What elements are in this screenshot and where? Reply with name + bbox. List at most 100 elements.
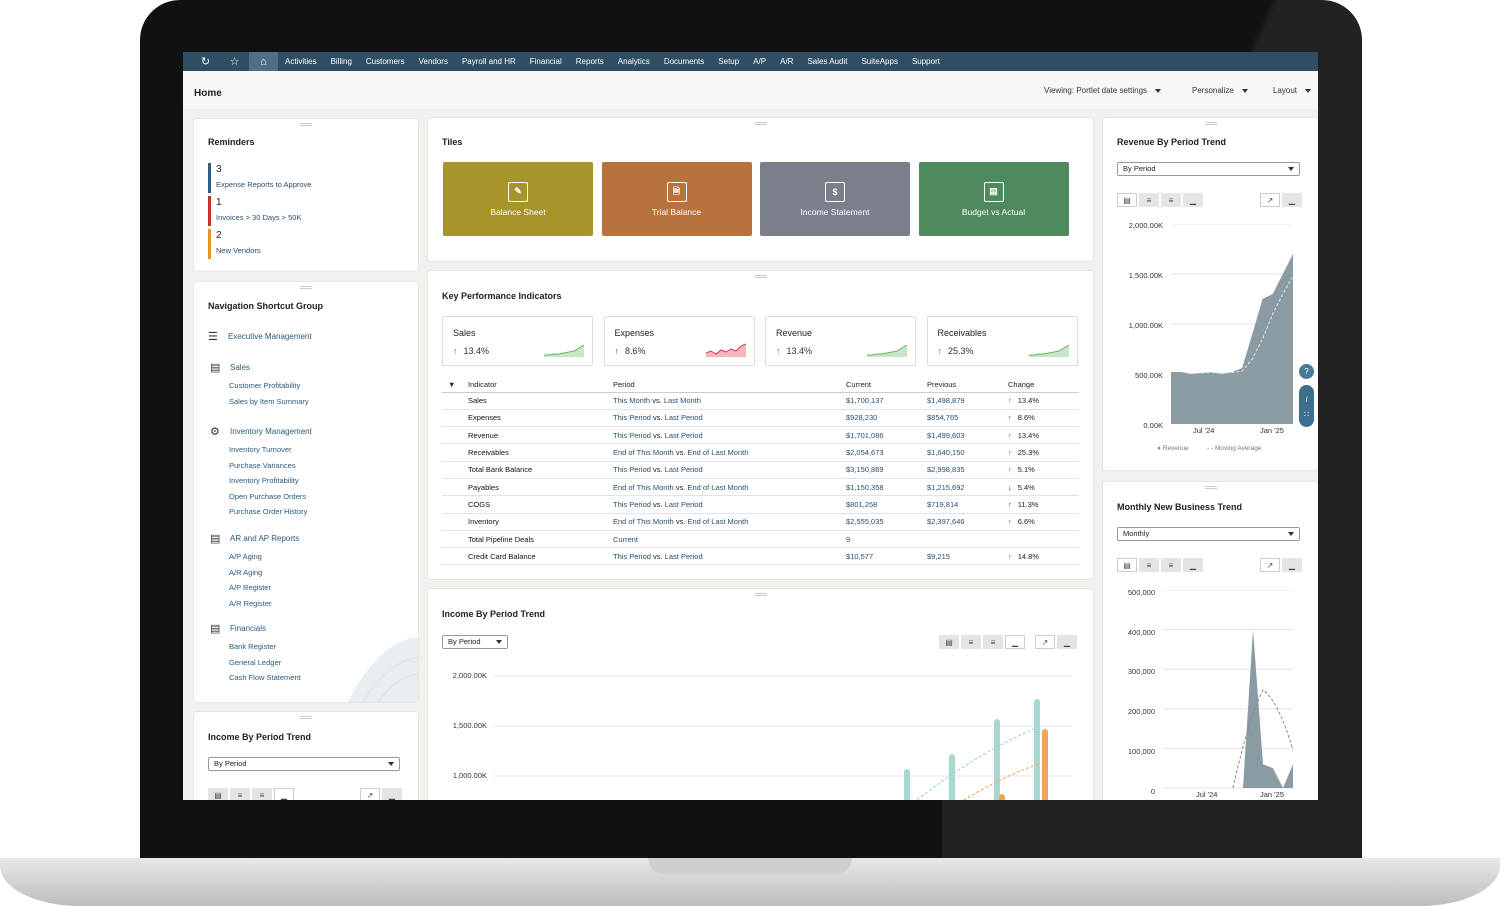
star-icon[interactable]: ☆ [229,56,240,68]
previous-value[interactable]: $2,998,835 [927,461,1008,479]
collapse-icon[interactable]: ▼ [442,377,468,393]
shortcut-link[interactable]: A/P Register [229,583,271,592]
trend-icon[interactable]: ↗ [1260,193,1280,207]
period-link[interactable]: End of Last Month [687,482,749,492]
kpi-row[interactable]: Expenses This Period vs. Last Period $928,… [442,409,1079,428]
period-link[interactable]: Last Period [664,430,703,440]
income-bar[interactable] [1042,729,1048,800]
nav-item[interactable]: A/P [753,57,767,66]
kpi-row[interactable]: Total Bank Balance This Period vs. Last P… [442,461,1079,479]
nav-item[interactable]: Vendors [418,57,448,66]
shortcut-section[interactable]: ▤ AR and AP Reports [210,532,299,545]
kpi-row[interactable]: Revenue This Period vs. Last Period $1,701… [442,426,1079,445]
nav-item[interactable]: Billing [330,57,352,66]
income-bar[interactable] [904,769,910,800]
period-select[interactable]: By Period [442,635,508,649]
income-bar[interactable] [1034,699,1040,800]
reminder-link[interactable]: Invoices > 30 Days > 50K [216,213,302,222]
previous-value[interactable]: $1,498,879 [927,392,1008,410]
current-value[interactable]: $801,258 [846,495,927,514]
column-icon[interactable]: ▁ [382,788,402,800]
kpi-box[interactable]: Expenses ↑ 8.6% [603,316,755,366]
shortcut-link[interactable]: Cash Flow Statement [229,673,301,682]
personalize-dropdown[interactable]: Personalize [1192,86,1248,95]
period-select[interactable]: Monthly [1117,527,1300,541]
current-value[interactable]: $2,555,035 [846,513,927,531]
period-link[interactable]: Last Period [664,551,703,561]
reminder-link[interactable]: Expense Reports to Approve [216,180,312,189]
tile-balance-sheet[interactable]: ✎ Balance Sheet [443,162,593,236]
shortcut-link[interactable]: Customer Profitability [229,381,301,390]
previous-value[interactable]: $854,765 [927,409,1008,428]
shortcut-link[interactable]: Open Purchase Orders [229,491,307,501]
info-icon[interactable]: i [1305,395,1308,404]
nav-item[interactable]: Analytics [617,57,650,66]
column-icon[interactable]: ▁ [1057,635,1077,649]
shortcut-section[interactable]: ▤ Sales [210,361,250,374]
table-icon[interactable]: ▤ [939,635,959,649]
previous-value[interactable] [927,530,1008,549]
nav-item[interactable]: Reports [575,57,604,66]
drag-handle[interactable] [1204,122,1217,125]
kpi-row[interactable]: Sales This Month vs. Last Month $1,700,137… [442,392,1079,410]
apps-grid-icon[interactable]: ∷ [1303,410,1310,419]
shortcut-section[interactable]: ⚙ Inventory Management [210,425,312,438]
shortcut-link[interactable]: General Ledger [229,657,282,667]
drag-handle[interactable] [754,593,767,596]
previous-value[interactable]: $9,215 [927,547,1008,566]
trend-icon[interactable]: ↗ [1260,558,1280,572]
current-value[interactable]: $1,701,086 [846,426,927,445]
income-bar[interactable] [999,794,1005,800]
layout-dropdown[interactable]: Layout [1273,86,1311,95]
period-link[interactable]: Last Month [663,396,701,406]
current-value[interactable]: $10,577 [846,547,927,566]
drag-handle[interactable] [300,123,312,126]
tile-budget-vs-actual[interactable]: ▤ Budget vs Actual [918,162,1069,236]
shortcut-section[interactable]: ▤ Financials [210,622,266,635]
tile-trial-balance[interactable]: 🗎 Trial Balance [601,162,752,236]
recent-icon[interactable]: ↻ [200,56,211,68]
period-select[interactable]: By Period [1117,162,1300,176]
period-link[interactable]: Last Period [664,499,703,509]
column-icon[interactable]: ▁ [1282,193,1302,207]
reminder-item[interactable]: 2 New Vendors [208,229,261,259]
kpi-box[interactable]: Sales ↑ 13.4% [442,316,593,366]
reminder-item[interactable]: 3 Expense Reports to Approve [208,163,311,193]
shortcut-link[interactable]: Purchase Variances [229,460,296,470]
viewing-dropdown[interactable]: Viewing: Portlet date settings [1044,86,1161,95]
reminder-link[interactable]: New Vendors [216,246,261,255]
nav-item[interactable]: Setup [718,57,740,66]
nav-item[interactable]: Documents [663,57,705,66]
nav-item[interactable]: Financial [529,57,562,66]
line-chart-icon[interactable]: ≡ [1139,558,1159,572]
period-link[interactable]: This Period [613,499,651,509]
current-value[interactable]: 9 [846,530,927,549]
drag-handle[interactable] [754,275,767,278]
nav-item[interactable]: Customers [365,57,405,66]
table-icon[interactable]: ▤ [208,788,228,800]
period-link[interactable]: End of This Month [613,482,674,492]
period-link[interactable]: End of Last Month [687,448,749,458]
area-chart-icon[interactable]: ≡ [983,635,1003,649]
period-link[interactable]: End of This Month [613,517,674,527]
period-link[interactable]: Last Period [664,413,703,423]
period-link[interactable]: This Month [613,396,651,406]
table-icon[interactable]: ▤ [1117,193,1137,207]
kpi-row[interactable]: Total Pipeline Deals Current 9 [442,530,1079,549]
line-chart-icon[interactable]: ≡ [230,788,250,800]
tile-income-statement[interactable]: $ Income Statement [760,162,910,236]
drag-handle[interactable] [300,286,312,289]
shortcut-link[interactable]: Inventory Turnover [229,445,292,454]
nav-item[interactable]: A/R [780,57,794,66]
shortcut-group-header[interactable]: ☰ Executive Management [208,330,312,343]
previous-value[interactable]: $2,397,646 [927,513,1008,531]
column-icon[interactable]: ▁ [1282,558,1302,572]
period-link[interactable]: This Period [613,430,651,440]
table-icon[interactable]: ▤ [1117,558,1137,572]
kpi-box[interactable]: Revenue ↑ 13.4% [765,316,916,366]
drag-handle[interactable] [300,716,312,719]
current-value[interactable]: $3,150,869 [846,461,927,479]
kpi-row[interactable]: Credit Card Balance This Period vs. Last … [442,547,1079,566]
shortcut-link[interactable]: Bank Register [229,642,277,651]
period-link[interactable]: This Period [613,465,651,475]
